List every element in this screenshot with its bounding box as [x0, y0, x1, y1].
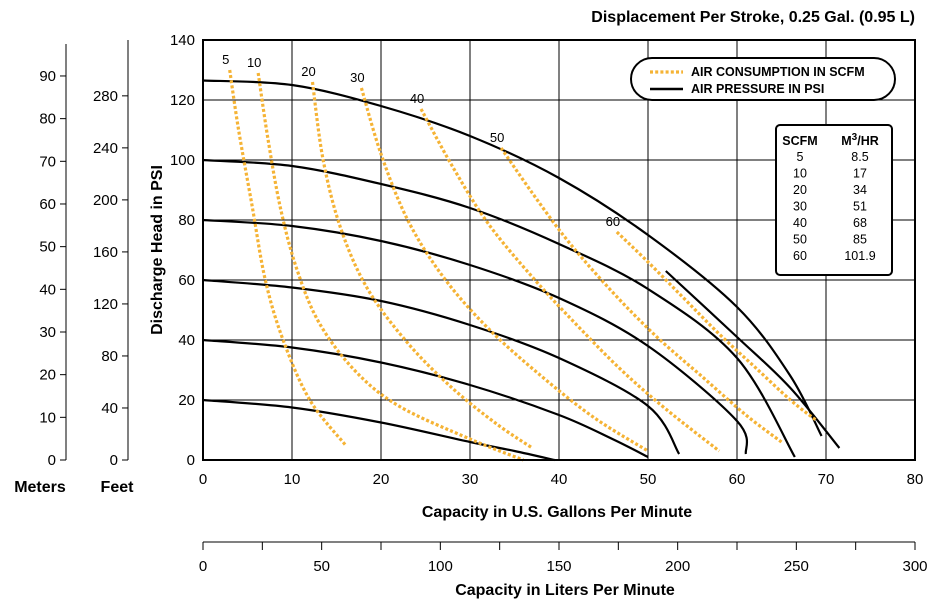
meters-tick-label-1: 10 [39, 409, 56, 426]
y-tick-label-0: 0 [187, 452, 195, 469]
table-cell-scfm-1: 10 [793, 167, 807, 181]
meters-tick-label-3: 30 [39, 324, 56, 341]
air-curve-10 [256, 72, 524, 462]
pressure-curve-4 [202, 158, 796, 458]
pressure-curve-3 [202, 218, 749, 455]
air-curve-60 [615, 230, 819, 423]
table-cell-m3hr-4: 68 [853, 216, 867, 230]
x-tick-label-6: 60 [729, 471, 746, 488]
air-curve-label-60: 60 [606, 214, 620, 229]
pressure-curves [202, 79, 841, 462]
liters-tick-label-3: 150 [546, 558, 571, 575]
y-axis-title: Discharge Head in PSI [149, 165, 166, 335]
meters-tick-label-7: 70 [39, 153, 56, 170]
air-consumption-curves: 5 10 20 30 40 50 60 [222, 52, 819, 462]
y-tick-label-3: 60 [178, 272, 195, 289]
air-curve-label-30: 30 [350, 70, 364, 85]
table-cells: SCFM M3/HR 5 8.5 10 17 20 34 30 51 40 68 50 85 60 101.9 [782, 132, 878, 263]
feet-tick-label-6: 240 [93, 140, 118, 157]
x-tick-label-8: 80 [907, 471, 924, 488]
feet-tick-label-2: 80 [101, 348, 118, 365]
plot-frame [202, 39, 916, 461]
liters-tick-label-1: 50 [313, 558, 330, 575]
feet-axis-title: Feet [101, 479, 135, 496]
air-curve-label-5: 5 [222, 52, 229, 67]
table-cell-scfm-0: 5 [797, 150, 804, 164]
table-box [775, 124, 893, 276]
meters-tick-label-4: 40 [39, 281, 56, 298]
table-cell-scfm-2: 20 [793, 183, 807, 197]
table-cell-scfm-3: 30 [793, 200, 807, 214]
meters-tick-label-0: 0 [48, 452, 56, 469]
feet-tick-label-5: 200 [93, 192, 118, 209]
table-cell-scfm-5: 50 [793, 233, 807, 247]
feet-tick-label-1: 40 [101, 400, 118, 417]
air-curve-label-10: 10 [247, 55, 261, 70]
air-curve-label-20: 20 [301, 64, 315, 79]
meters-tick-label-9: 90 [39, 68, 56, 85]
axis-ticks: 0 10 20 30 40 50 60 70 8002040608010012014001020… [39, 32, 927, 575]
legend-box [630, 57, 896, 101]
liters-axis-title: Capacity in Liters Per Minute [455, 582, 675, 599]
legend: AIR CONSUMPTION IN SCFM AIR PRESSURE IN … [630, 57, 896, 101]
y-tick-label-4: 80 [178, 212, 195, 229]
y-tick-label-6: 120 [170, 92, 195, 109]
y-tick-label-1: 20 [178, 392, 195, 409]
x-axis-title: Capacity in U.S. Gallons Per Minute [422, 504, 692, 521]
table-cell-m3hr-0: 8.5 [851, 150, 868, 164]
feet-tick-label-7: 280 [93, 88, 118, 105]
table-cell-m3hr-6: 101.9 [844, 249, 875, 263]
table-cell-m3hr-2: 34 [853, 183, 867, 197]
liters-tick-label-6: 300 [902, 558, 927, 575]
liters-tick-label-5: 250 [784, 558, 809, 575]
pressure-curve-6 [665, 270, 841, 449]
x-tick-label-0: 0 [199, 471, 207, 488]
table-cell-m3hr-1: 17 [853, 167, 867, 181]
table-cell-scfm-6: 60 [793, 249, 807, 263]
x-tick-label-2: 20 [373, 471, 390, 488]
x-tick-label-3: 30 [462, 471, 479, 488]
table-header-scfm: SCFM [782, 134, 817, 148]
table-cell-m3hr-5: 85 [853, 233, 867, 247]
liters-tick-label-0: 0 [199, 558, 207, 575]
meters-tick-label-5: 50 [39, 239, 56, 256]
air-curve-label-50: 50 [490, 130, 504, 145]
air-curve-label-40: 40 [410, 91, 424, 106]
y-tick-label-7: 140 [170, 32, 195, 49]
feet-tick-label-0: 0 [110, 452, 118, 469]
air-curve-30 [359, 87, 649, 453]
table-cell-m3hr-3: 51 [853, 200, 867, 214]
pressure-curve-5 [202, 79, 823, 437]
air-curve-5 [228, 69, 347, 447]
meters-axis-title: Meters [14, 479, 66, 496]
pressure-curve-2 [202, 278, 681, 455]
legend-air-label: AIR CONSUMPTION IN SCFM [691, 65, 865, 79]
meters-tick-label-2: 20 [39, 367, 56, 384]
meters-tick-label-6: 60 [39, 196, 56, 213]
y-tick-label-2: 40 [178, 332, 195, 349]
legend-pressure-label: AIR PRESSURE IN PSI [691, 82, 824, 96]
liters-tick-label-4: 200 [665, 558, 690, 575]
table-header-m3hr: M3/HR [841, 132, 879, 148]
x-tick-label-7: 70 [818, 471, 835, 488]
y-tick-label-5: 100 [170, 152, 195, 169]
feet-tick-label-4: 160 [93, 244, 118, 261]
meters-tick-label-8: 80 [39, 111, 56, 128]
x-tick-label-1: 10 [284, 471, 301, 488]
liters-tick-label-2: 100 [428, 558, 453, 575]
table-cell-scfm-4: 40 [793, 216, 807, 230]
x-tick-label-5: 50 [640, 471, 657, 488]
feet-tick-label-3: 120 [93, 296, 118, 313]
air-curve-50 [499, 147, 783, 444]
pressure-curve-0 [202, 398, 555, 462]
scfm-conversion-table: SCFM M3/HR 5 8.5 10 17 20 34 30 51 40 68 50 85 60 101.9 [775, 124, 893, 276]
pressure-curve-1 [202, 338, 649, 458]
x-tick-label-4: 40 [551, 471, 568, 488]
air-curve-40 [419, 108, 721, 453]
chart-title: Displacement Per Stroke, 0.25 Gal. (0.95… [591, 9, 915, 26]
